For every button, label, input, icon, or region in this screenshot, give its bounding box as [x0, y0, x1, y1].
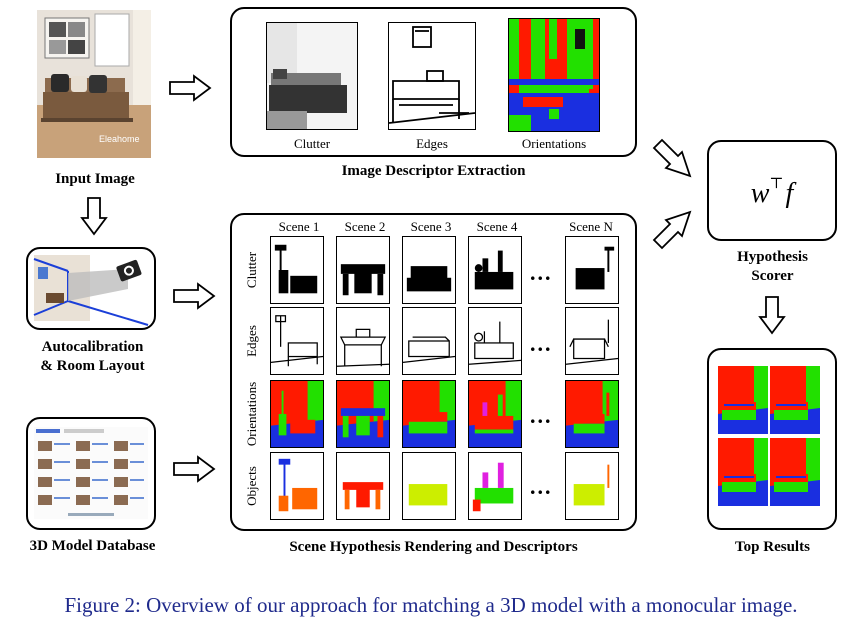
- scene-4-clutter-thumb: [468, 236, 522, 304]
- model-database-label: 3D Model Database: [29, 538, 156, 554]
- scene-header-2: Scene 2: [344, 219, 386, 234]
- scene-2-orientations-thumb: [336, 380, 390, 448]
- formula-w: w: [750, 178, 770, 209]
- scene-2-objects-thumb: [336, 452, 390, 520]
- scene-header-1: Scene 1: [278, 219, 320, 234]
- descriptor-label-orientations: Orientations: [521, 136, 587, 151]
- descriptor-extraction-title: Image Descriptor Extraction: [341, 163, 526, 179]
- top-result-1-thumb: [718, 366, 768, 434]
- descriptor-label-clutter: Clutter: [293, 136, 331, 151]
- input-image: Eleahome: [37, 10, 151, 158]
- descriptor-orientations-thumb: [508, 18, 600, 132]
- top-result-2-thumb: [770, 366, 820, 434]
- scene-5-orientations-thumb: [565, 380, 619, 448]
- scene-4-objects-thumb: [468, 452, 522, 520]
- ellipsis-edges: ...: [530, 331, 553, 356]
- arrow-diag-up-icon: [652, 210, 692, 250]
- descriptor-label-edges: Edges: [416, 136, 448, 151]
- top-result-3-thumb: [718, 438, 768, 506]
- descriptor-clutter-thumb: [266, 22, 358, 130]
- arrow-right-icon: [173, 282, 216, 310]
- scene-header-n: Scene N: [569, 219, 613, 234]
- scene-3-orientations-thumb: [402, 380, 456, 448]
- arrow-right-icon: [173, 455, 216, 483]
- arrow-diag-down-icon: [652, 138, 692, 178]
- scene-2-clutter-thumb: [336, 236, 390, 304]
- scorer-label-line1: Hypothesis: [737, 249, 808, 265]
- scene-2-edges-thumb: [336, 307, 390, 375]
- formula-f: f: [785, 178, 794, 209]
- watermark-text: Eleahome: [99, 134, 140, 144]
- descriptor-edges-thumb: [388, 22, 476, 130]
- scene-5-clutter-thumb: [565, 236, 619, 304]
- scene-3-objects-thumb: [402, 452, 456, 520]
- formula-transpose: ⊤: [769, 176, 784, 192]
- scene-header-3: Scene 3: [410, 219, 452, 234]
- model-database-panel: [26, 417, 156, 530]
- autocalibration-label: Autocalibration & Room Layout: [10, 338, 175, 376]
- scene-1-orientations-thumb: [270, 380, 324, 448]
- autocalibration-label-line2: & Room Layout: [40, 358, 145, 374]
- arrow-down-icon: [758, 296, 786, 335]
- top-result-4-thumb: [770, 438, 820, 506]
- scene-5-edges-thumb: [565, 307, 619, 375]
- row-label-objects: Objects: [244, 466, 259, 506]
- top-results-label: Top Results: [735, 539, 810, 555]
- scene-4-edges-thumb: [468, 307, 522, 375]
- scene-3-edges-thumb: [402, 307, 456, 375]
- scene-1-clutter-thumb: [270, 236, 324, 304]
- scene-3-clutter-thumb: [402, 236, 456, 304]
- scene-1-edges-thumb: [270, 307, 324, 375]
- hypothesis-scorer-label: Hypothesis Scorer: [700, 248, 845, 286]
- row-label-orientations: Orientations: [244, 381, 259, 447]
- row-label-edges: Edges: [244, 325, 259, 357]
- scene-4-orientations-thumb: [468, 380, 522, 448]
- scene-1-objects-thumb: [270, 452, 324, 520]
- scene-header-4: Scene 4: [476, 219, 518, 234]
- input-image-label: Input Image: [55, 171, 135, 187]
- scorer-label-line2: Scorer: [751, 268, 794, 284]
- autocalibration-label-line1: Autocalibration: [41, 339, 144, 355]
- arrow-right-icon: [169, 74, 212, 102]
- row-label-clutter: Clutter: [244, 251, 259, 289]
- hypothesis-scorer-panel: w⊤f: [707, 140, 837, 241]
- scene-rendering-title: Scene Hypothesis Rendering and Descripto…: [289, 539, 578, 555]
- scene-5-objects-thumb: [565, 452, 619, 520]
- figure-caption: Figure 2: Overview of our approach for m…: [64, 593, 798, 617]
- autocalibration-panel: [26, 247, 156, 330]
- ellipsis-objects: ...: [530, 474, 553, 499]
- scorer-formula: w⊤f: [709, 174, 835, 210]
- arrow-down-icon: [80, 197, 108, 236]
- ellipsis-orientations: ...: [530, 403, 553, 428]
- ellipsis-clutter: ...: [530, 260, 553, 285]
